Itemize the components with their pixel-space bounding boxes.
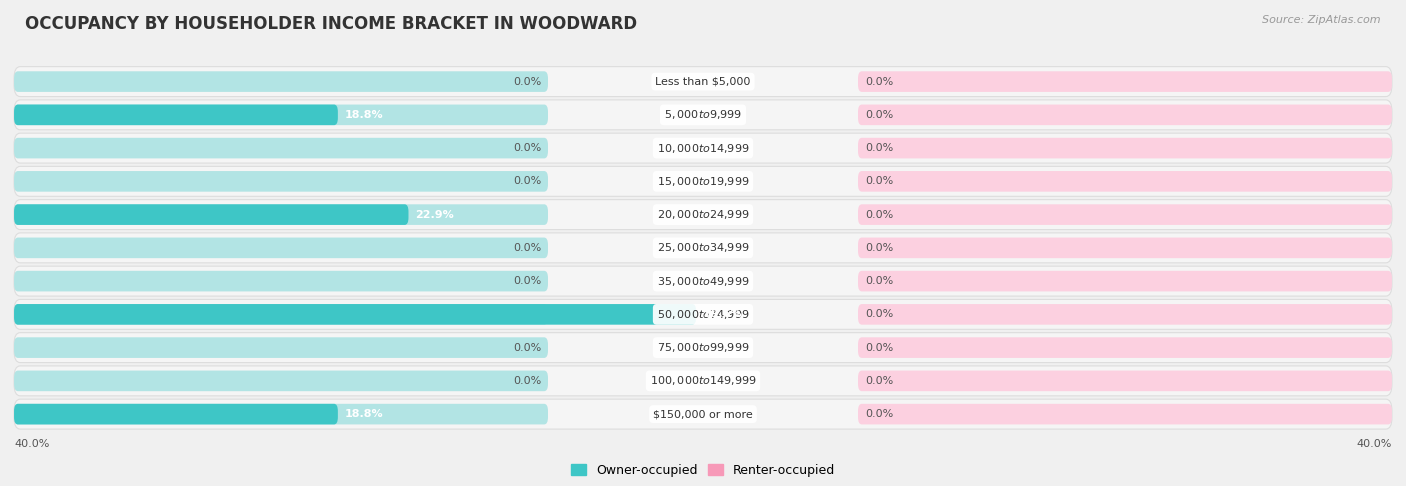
Text: $5,000 to $9,999: $5,000 to $9,999 [664, 108, 742, 122]
FancyBboxPatch shape [14, 337, 548, 358]
Text: 0.0%: 0.0% [513, 343, 541, 353]
FancyBboxPatch shape [14, 133, 1392, 163]
Text: 0.0%: 0.0% [865, 143, 893, 153]
Text: 0.0%: 0.0% [513, 77, 541, 87]
FancyBboxPatch shape [14, 204, 548, 225]
Text: $150,000 or more: $150,000 or more [654, 409, 752, 419]
Text: 0.0%: 0.0% [865, 310, 893, 319]
Text: 0.0%: 0.0% [865, 209, 893, 220]
FancyBboxPatch shape [14, 100, 1392, 130]
FancyBboxPatch shape [14, 299, 1392, 330]
FancyBboxPatch shape [14, 304, 548, 325]
FancyBboxPatch shape [14, 399, 1392, 429]
FancyBboxPatch shape [14, 332, 1392, 363]
FancyBboxPatch shape [858, 238, 1392, 258]
FancyBboxPatch shape [858, 138, 1392, 158]
FancyBboxPatch shape [14, 271, 548, 292]
Text: 0.0%: 0.0% [865, 343, 893, 353]
Text: 0.0%: 0.0% [865, 77, 893, 87]
FancyBboxPatch shape [14, 104, 548, 125]
Text: 0.0%: 0.0% [513, 176, 541, 186]
FancyBboxPatch shape [14, 171, 548, 191]
Text: $35,000 to $49,999: $35,000 to $49,999 [657, 275, 749, 288]
FancyBboxPatch shape [14, 104, 337, 125]
FancyBboxPatch shape [858, 370, 1392, 391]
Text: 40.0%: 40.0% [1357, 439, 1392, 449]
Text: 18.8%: 18.8% [344, 110, 384, 120]
FancyBboxPatch shape [858, 71, 1392, 92]
FancyBboxPatch shape [14, 166, 1392, 196]
FancyBboxPatch shape [858, 204, 1392, 225]
Text: 0.0%: 0.0% [865, 243, 893, 253]
Text: 39.6%: 39.6% [703, 310, 742, 319]
Text: 0.0%: 0.0% [513, 243, 541, 253]
Text: $25,000 to $34,999: $25,000 to $34,999 [657, 242, 749, 254]
FancyBboxPatch shape [14, 204, 409, 225]
FancyBboxPatch shape [14, 370, 548, 391]
FancyBboxPatch shape [14, 138, 548, 158]
FancyBboxPatch shape [858, 171, 1392, 191]
Text: $15,000 to $19,999: $15,000 to $19,999 [657, 175, 749, 188]
FancyBboxPatch shape [14, 67, 1392, 97]
Text: Less than $5,000: Less than $5,000 [655, 77, 751, 87]
Text: 0.0%: 0.0% [513, 143, 541, 153]
Text: 0.0%: 0.0% [865, 176, 893, 186]
FancyBboxPatch shape [14, 200, 1392, 229]
FancyBboxPatch shape [14, 71, 548, 92]
Text: 0.0%: 0.0% [513, 276, 541, 286]
Text: 22.9%: 22.9% [415, 209, 454, 220]
Text: 0.0%: 0.0% [865, 409, 893, 419]
FancyBboxPatch shape [14, 266, 1392, 296]
FancyBboxPatch shape [858, 104, 1392, 125]
FancyBboxPatch shape [858, 304, 1392, 325]
Text: 18.8%: 18.8% [344, 409, 384, 419]
FancyBboxPatch shape [858, 337, 1392, 358]
Text: 0.0%: 0.0% [865, 276, 893, 286]
Text: Source: ZipAtlas.com: Source: ZipAtlas.com [1263, 15, 1381, 25]
FancyBboxPatch shape [14, 238, 548, 258]
Text: 0.0%: 0.0% [513, 376, 541, 386]
FancyBboxPatch shape [14, 404, 337, 424]
Text: $20,000 to $24,999: $20,000 to $24,999 [657, 208, 749, 221]
Text: 40.0%: 40.0% [14, 439, 49, 449]
Text: $10,000 to $14,999: $10,000 to $14,999 [657, 141, 749, 155]
FancyBboxPatch shape [14, 404, 548, 424]
Text: $50,000 to $74,999: $50,000 to $74,999 [657, 308, 749, 321]
FancyBboxPatch shape [858, 404, 1392, 424]
Text: $100,000 to $149,999: $100,000 to $149,999 [650, 374, 756, 387]
FancyBboxPatch shape [14, 304, 696, 325]
Legend: Owner-occupied, Renter-occupied: Owner-occupied, Renter-occupied [568, 460, 838, 481]
Text: $75,000 to $99,999: $75,000 to $99,999 [657, 341, 749, 354]
FancyBboxPatch shape [14, 233, 1392, 263]
Text: 0.0%: 0.0% [865, 376, 893, 386]
Text: 0.0%: 0.0% [865, 110, 893, 120]
Text: OCCUPANCY BY HOUSEHOLDER INCOME BRACKET IN WOODWARD: OCCUPANCY BY HOUSEHOLDER INCOME BRACKET … [25, 15, 637, 33]
FancyBboxPatch shape [14, 366, 1392, 396]
FancyBboxPatch shape [858, 271, 1392, 292]
